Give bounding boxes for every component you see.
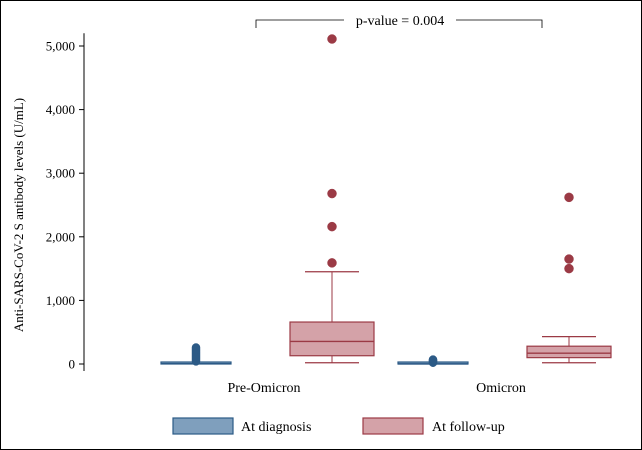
legend-swatch bbox=[362, 417, 424, 435]
outlier-point bbox=[564, 254, 574, 264]
outlier-point bbox=[428, 355, 438, 364]
legend-swatch bbox=[172, 417, 234, 435]
outlier-point bbox=[327, 34, 337, 44]
box-body bbox=[526, 345, 612, 359]
outlier-point bbox=[564, 263, 574, 274]
outlier-point bbox=[327, 258, 337, 268]
legend-label: At follow-up bbox=[432, 420, 505, 435]
outlier-point bbox=[191, 343, 201, 352]
y-tick-label: 5,000 bbox=[46, 39, 75, 54]
y-tick-label: 3,000 bbox=[46, 166, 75, 181]
box-body bbox=[289, 321, 375, 357]
outlier-point bbox=[327, 188, 337, 199]
y-tick-label: 2,000 bbox=[46, 229, 75, 244]
legend-item: At diagnosis bbox=[172, 417, 311, 435]
legend-item: At follow-up bbox=[362, 417, 505, 435]
legend-label: At diagnosis bbox=[241, 420, 311, 435]
legend: At diagnosis At follow-up bbox=[172, 417, 505, 435]
box-at-follow-up-omicron bbox=[526, 192, 612, 364]
box-at-follow-up-pre-omicron bbox=[289, 34, 375, 364]
y-tick-label: 1,000 bbox=[46, 293, 75, 308]
p-value-label-background bbox=[344, 11, 456, 29]
outlier-point bbox=[327, 221, 337, 232]
y-tick-label: 0 bbox=[69, 357, 76, 372]
axes: 0 1,000 2,000 3,000 4,000 5,000 Pre-Omicron Omi… bbox=[46, 33, 526, 396]
y-tick-label: 4,000 bbox=[46, 102, 75, 117]
x-tick-label: Pre-Omicron bbox=[227, 381, 300, 396]
boxes bbox=[160, 34, 612, 367]
p-value-annotation: p-value = 0.004 bbox=[255, 11, 543, 29]
box-at-diagnosis-pre-omicron bbox=[160, 343, 232, 366]
box-at-diagnosis-omicron bbox=[397, 355, 469, 367]
x-tick-label: Omicron bbox=[476, 381, 526, 396]
y-axis-title: Anti-SARS-CoV-2 S antibody levels (U/mL) bbox=[11, 98, 26, 332]
p-value-label: p-value = 0.004 bbox=[356, 14, 444, 29]
outlier-point bbox=[564, 192, 574, 203]
